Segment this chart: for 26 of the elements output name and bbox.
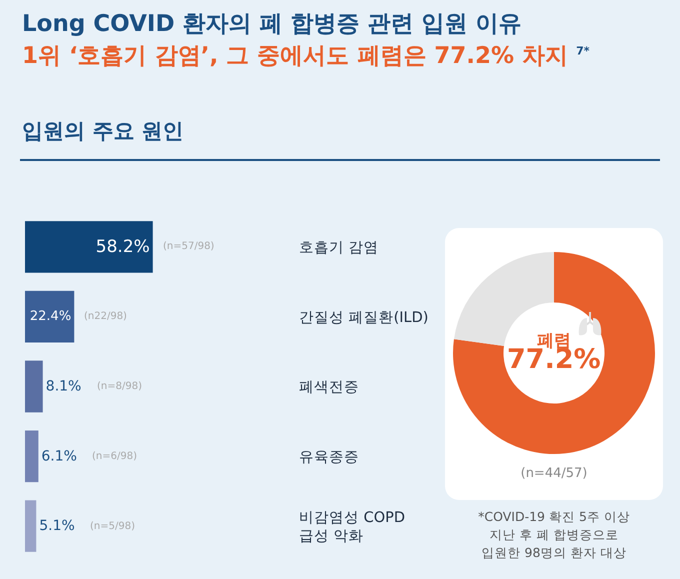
y-tick-label: 비감염성 COPD 급성 악화 <box>299 510 406 545</box>
y-tick-label: 호흡기 감염 <box>299 240 379 256</box>
bar <box>25 500 36 552</box>
annotation: (n=8/98) <box>97 381 142 392</box>
text: 입원의 주요 원인 <box>22 118 184 145</box>
annotation: (n=5/98) <box>90 521 136 532</box>
text: Long COVID 환자의 폐 합병증 관련 입원 이유 <box>22 10 522 39</box>
y-tick-label: 폐색전증 <box>299 380 359 396</box>
y-tick-label: 간질성 폐질환(ILD) <box>299 310 428 326</box>
data-label: 5.1% <box>39 518 75 534</box>
bar <box>25 290 74 343</box>
bar <box>25 360 43 412</box>
donut-slice <box>453 252 655 454</box>
data-label: 6.1% <box>41 448 77 464</box>
bar <box>25 430 38 482</box>
y-tick-label: 유육종증 <box>299 449 359 466</box>
text: 1위 ‘호흡기 감염’, 그 중에서도 폐렴은 77.2% 차지 $^{7*}$ <box>22 42 590 71</box>
bar <box>25 221 153 273</box>
text: *COVID-19 확진 5주 이상 지난 후 폐 합병증으로 입원한 98명의 환자 대상 <box>477 508 631 562</box>
data-label: 58.2% <box>96 236 150 257</box>
data-label: 8.1% <box>46 378 82 394</box>
annotation: (n22/98) <box>84 311 128 322</box>
data-label: 22.4% <box>30 309 72 324</box>
text: (n=44/57) <box>520 466 588 481</box>
annotation: (n=6/98) <box>92 451 138 462</box>
text: (n=57/98) <box>163 241 214 252</box>
